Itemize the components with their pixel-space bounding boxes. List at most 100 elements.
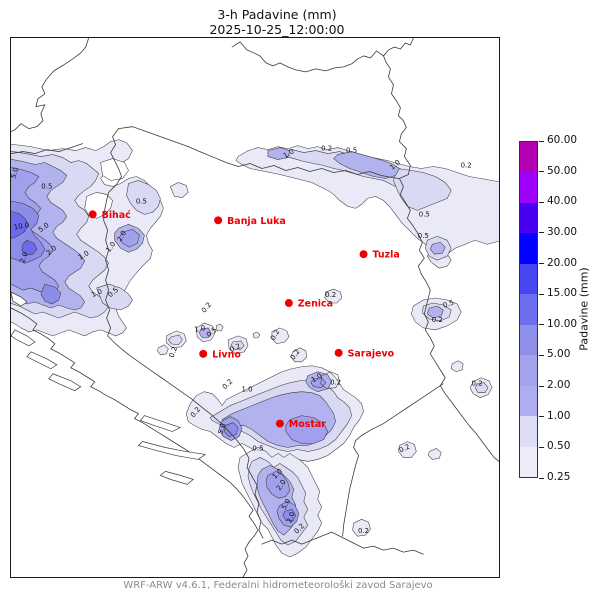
colorbar-tick xyxy=(539,263,544,265)
contour-label: 2.0 xyxy=(285,511,296,524)
colorbar-tick xyxy=(539,232,544,234)
contour-label: 0.2 xyxy=(358,527,369,535)
colorbar-tick-label: 50.00 xyxy=(547,164,578,177)
colorbar-tick xyxy=(539,354,544,356)
contour-label: 5.0 xyxy=(11,167,20,180)
precip-northeast-band xyxy=(235,145,499,269)
city-dot-mostar xyxy=(275,419,284,428)
colorbar-segment xyxy=(520,385,537,417)
contour-label: 0.2 xyxy=(168,346,179,359)
contour-label: 0.2 xyxy=(325,291,336,299)
chart-title-line2: 2025-10-25_12:00:00 xyxy=(209,22,345,38)
contour-label: 10.0 xyxy=(13,221,30,232)
contour-label: 0.5 xyxy=(419,210,430,218)
contour-label: 0.2 xyxy=(321,145,332,153)
border-sava xyxy=(118,126,400,179)
coastline-south xyxy=(261,531,424,555)
colorbar-tick xyxy=(539,140,544,142)
contour-label: 1.0 xyxy=(241,386,252,394)
colorbar xyxy=(519,141,538,478)
city-dot-sarajevo xyxy=(334,348,343,357)
colorbar-tick-label: 0.25 xyxy=(547,471,571,483)
city-label-mostar: Mostar xyxy=(289,419,326,430)
city-label-bihać: Bihać xyxy=(102,210,132,221)
colorbar-tick xyxy=(539,477,544,479)
precip-northwest-system xyxy=(11,139,189,337)
colorbar-tick-label: 1.00 xyxy=(547,409,571,422)
colorbar-tick-label: 15.00 xyxy=(547,287,578,300)
city-dot-livno xyxy=(199,349,208,358)
colorbar-tick-label: 2.00 xyxy=(547,379,571,392)
colorbar-tick xyxy=(539,171,544,173)
border-west xyxy=(11,38,90,133)
island xyxy=(26,351,58,370)
island xyxy=(137,441,207,460)
city-label-banja-luka: Banja Luka xyxy=(227,216,286,227)
colorbar-segment xyxy=(520,324,537,356)
island xyxy=(139,415,182,432)
island xyxy=(159,471,194,485)
contour-label: 0.2 xyxy=(398,443,411,455)
city-dot-zenica xyxy=(284,299,293,308)
contour-label: 1.0 xyxy=(194,324,206,334)
chart-title-line1: 3-h Padavine (mm) xyxy=(217,7,337,22)
border-drina xyxy=(399,178,499,462)
border-drava xyxy=(231,41,384,73)
contour-label: 0.5 xyxy=(136,197,147,205)
colorbar-segment xyxy=(520,233,537,264)
contour-label: 0.2 xyxy=(200,301,213,315)
coastline-adriatic xyxy=(11,307,259,577)
contour-label: 0.2 xyxy=(432,316,443,324)
city-label-zenica: Zenica xyxy=(298,299,333,310)
colorbar-tick-label: 5.00 xyxy=(547,348,571,361)
colorbar-tick-label: 20.00 xyxy=(547,256,578,269)
contour-label: 0.5 xyxy=(442,298,455,309)
border-una-dinaric xyxy=(103,128,264,539)
border-north-branch xyxy=(383,38,414,57)
colorbar-segment xyxy=(520,142,537,173)
colorbar-tick xyxy=(539,446,544,448)
footer-credit: WRF-ARW v4.6.1, Federalni hidrometeorolo… xyxy=(123,580,433,591)
contour-label: 0.2 xyxy=(229,342,242,354)
city-label-sarajevo: Sarajevo xyxy=(348,348,395,359)
colorbar-segment xyxy=(520,263,537,295)
colorbar-tick-label: 0.50 xyxy=(547,440,571,453)
colorbar-segment xyxy=(520,416,537,447)
contour-label: 1.0 xyxy=(90,287,103,299)
island xyxy=(11,291,28,307)
colorbar-tick xyxy=(539,416,544,418)
city-dot-tuzla xyxy=(359,250,368,259)
colorbar-tick-label: 10.00 xyxy=(547,317,578,330)
colorbar-tick-label: 40.00 xyxy=(547,195,578,208)
island xyxy=(48,373,82,392)
colorbar-segment xyxy=(520,446,537,477)
city-label-livno: Livno xyxy=(212,349,241,360)
border-istria xyxy=(11,143,84,154)
city-label-tuzla: Tuzla xyxy=(373,250,400,261)
precip-south-coastal-system xyxy=(237,441,442,558)
contour-label: 0.2 xyxy=(330,379,341,387)
city-dot-bihać xyxy=(88,210,97,219)
city-dot-banja-luka xyxy=(214,216,223,225)
colorbar-tick xyxy=(539,201,544,203)
border-danube xyxy=(383,55,411,179)
chart-title: 3-h Padavine (mm) 2025-10-25_12:00:00 xyxy=(0,7,554,38)
precip-central-cells xyxy=(157,288,493,398)
contour-label: 0.2 xyxy=(472,380,483,388)
island xyxy=(11,329,36,347)
map-canvas: 5.00.510.0 5.02.0 1.02.01.00.52.01.0 0.51.0… xyxy=(11,38,499,577)
colorbar-tick-label: 30.00 xyxy=(547,225,578,238)
city-markers: Bihać Banja Luka Tuzla Zenica Livno Sarajevo M… xyxy=(88,210,400,430)
contour-label: 2.0 xyxy=(18,251,29,264)
colorbar-segment xyxy=(520,172,537,203)
colorbar-tick xyxy=(539,324,544,326)
border-montenegro xyxy=(342,383,444,537)
contour-label: 0.2 xyxy=(461,162,472,170)
colorbar-label: Padavine (mm) xyxy=(577,267,591,351)
contour-label: 0.5 xyxy=(346,147,357,155)
contour-label: 0.5 xyxy=(418,232,429,240)
contour-label: 5.0 xyxy=(217,422,228,435)
contour-label: 0.5 xyxy=(41,182,52,190)
colorbar-segment xyxy=(520,202,537,234)
